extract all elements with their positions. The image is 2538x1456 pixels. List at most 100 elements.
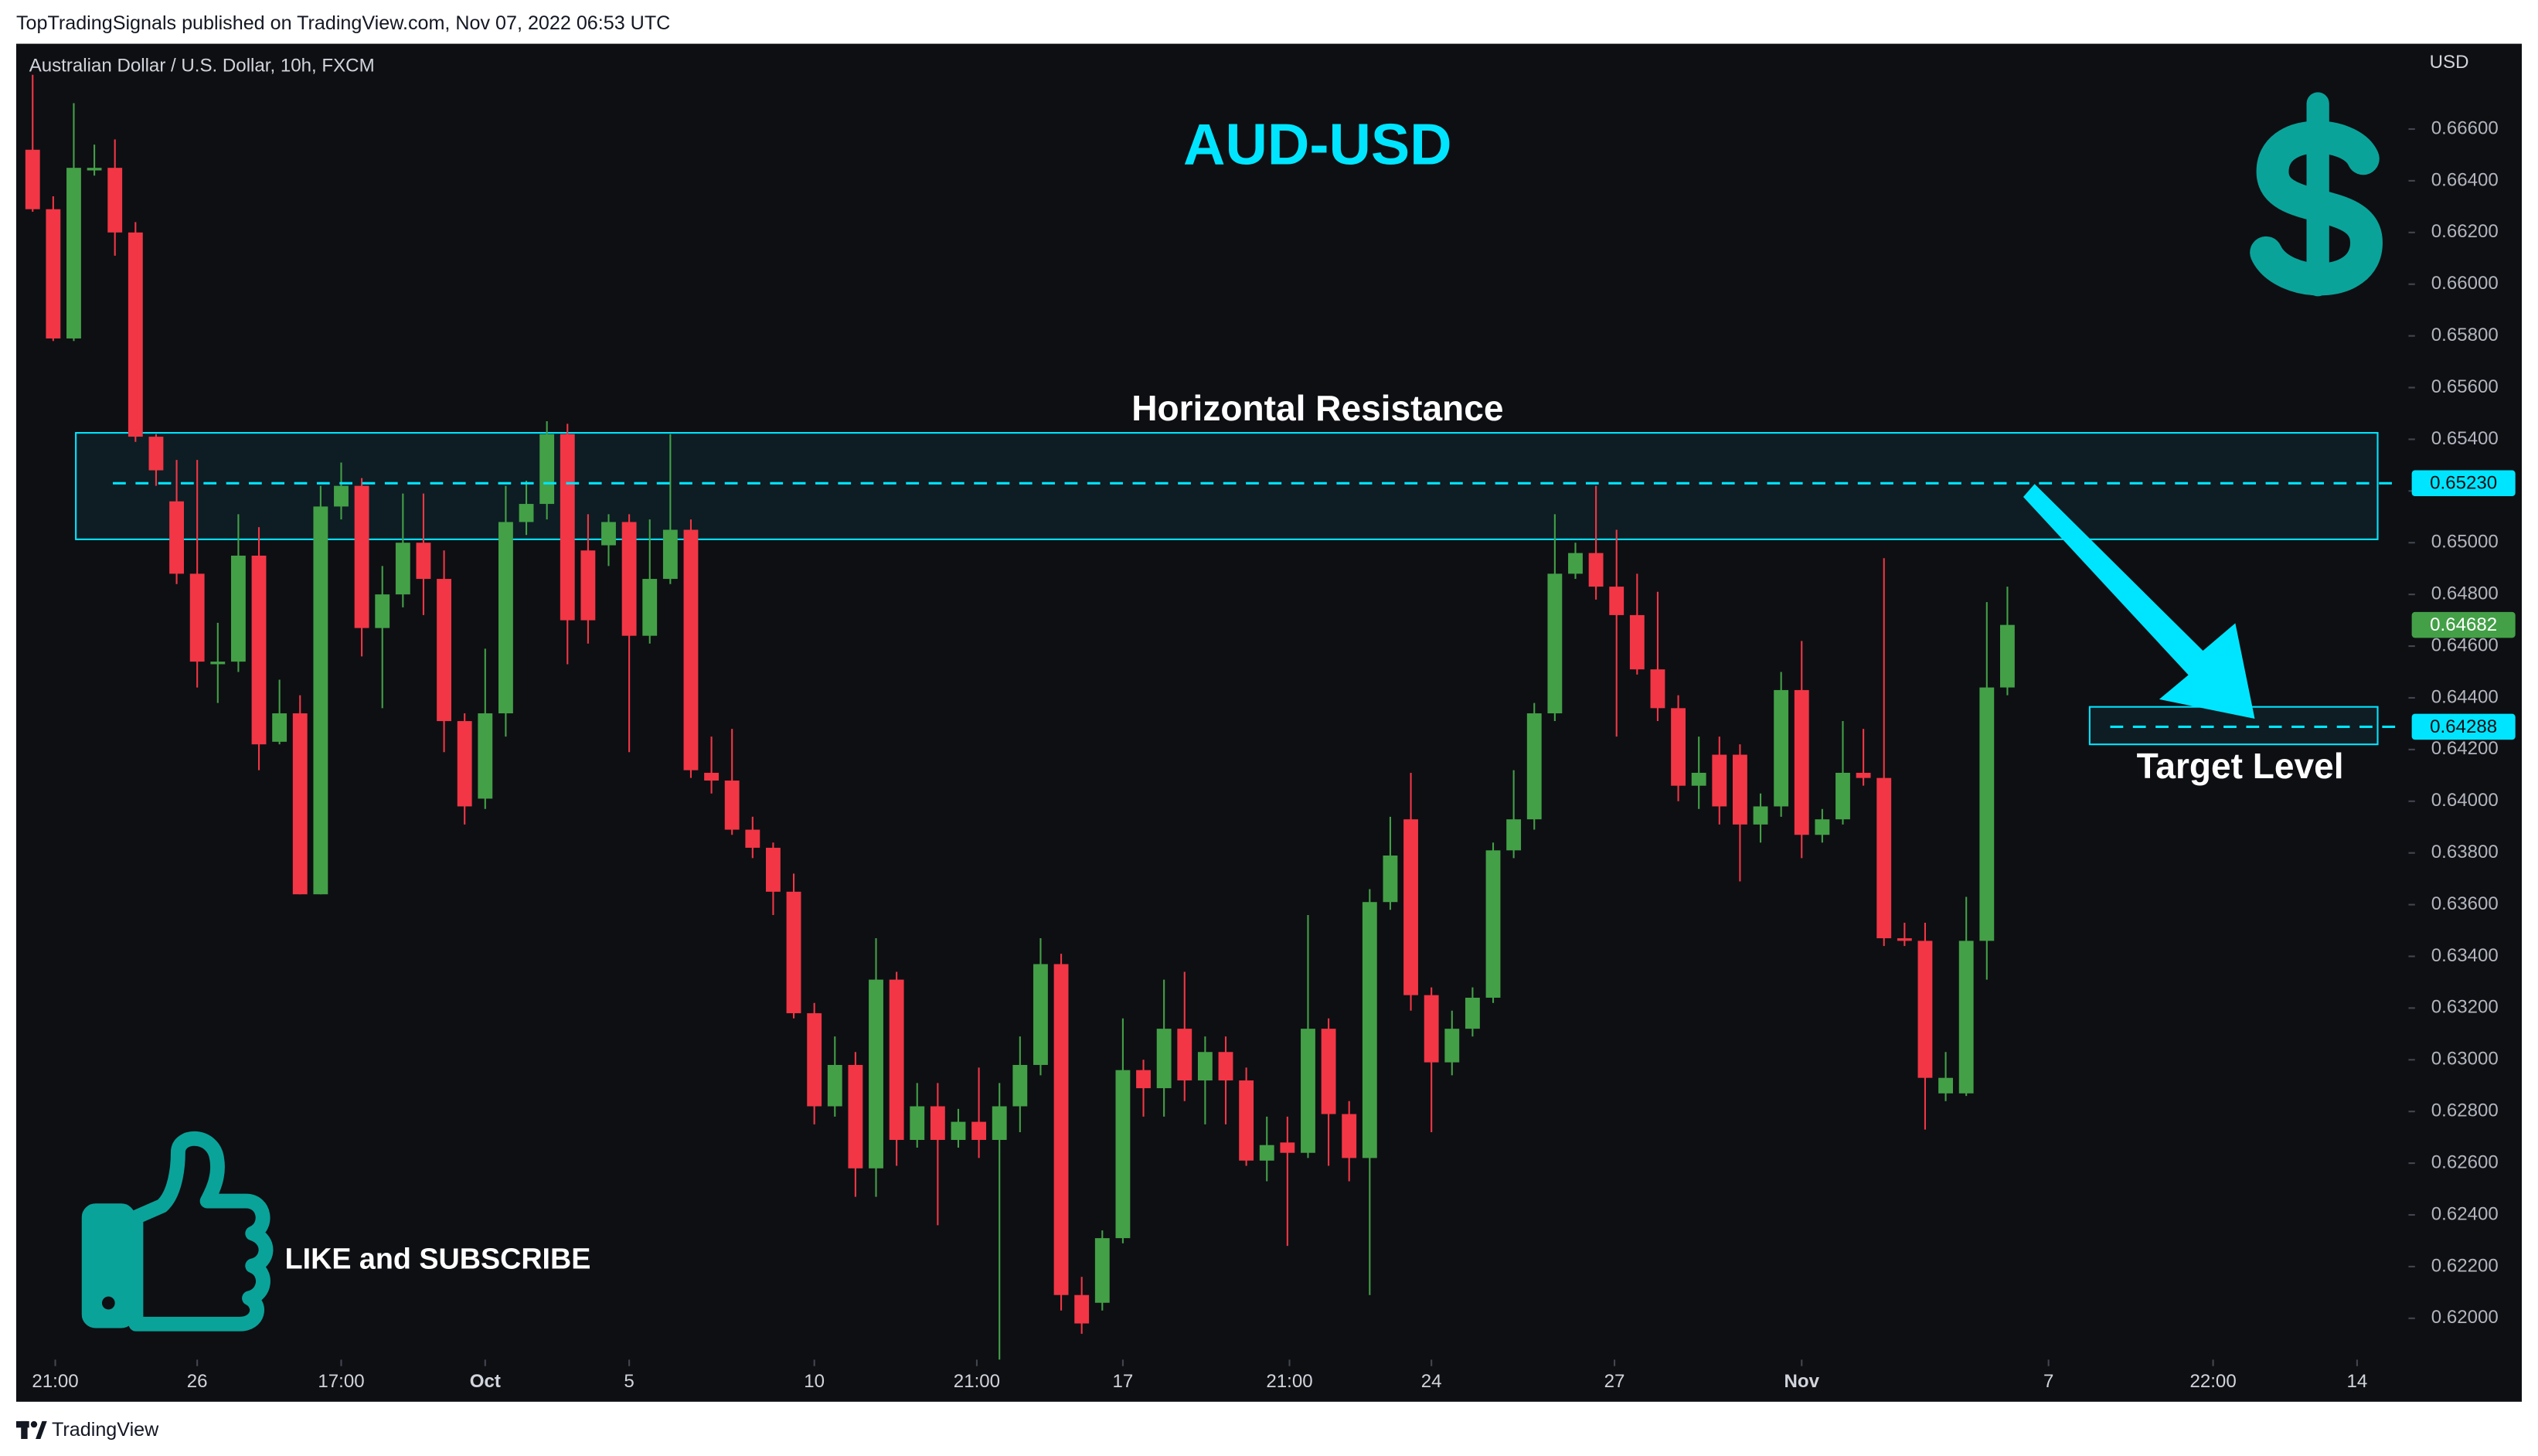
candle-body	[1115, 1070, 1131, 1239]
x-tick-label: 24	[1421, 1371, 1442, 1392]
y-tick-label: 0.66400	[2431, 169, 2499, 190]
y-tick-label: 0.63000	[2431, 1049, 2499, 1070]
target-price-label: 0.64288	[2430, 716, 2497, 737]
candle-body	[971, 1121, 987, 1140]
candle-body	[601, 522, 616, 546]
candle-body	[786, 891, 801, 1014]
candle-body	[46, 209, 61, 338]
candle-body	[272, 713, 287, 742]
y-tick-label: 0.62400	[2431, 1203, 2499, 1224]
y-tick-label: 0.65800	[2431, 325, 2499, 345]
x-tick-label: 26	[187, 1371, 208, 1392]
candle-body	[1568, 553, 1583, 574]
y-tick-label: 0.65000	[2431, 532, 2499, 553]
candle-body	[1177, 1029, 1192, 1081]
chart-panel	[15, 43, 2523, 1402]
x-tick-label: 5	[624, 1371, 634, 1392]
candle-body	[1033, 964, 1048, 1065]
thumbs-up-icon	[81, 1131, 274, 1332]
candle-body	[478, 713, 493, 799]
x-tick-label: 7	[2043, 1371, 2053, 1392]
candle-body	[1444, 1029, 1460, 1063]
candle-body	[1136, 1070, 1151, 1089]
candle-body	[416, 543, 431, 580]
candle-body	[1938, 1077, 1954, 1094]
x-tick-label: Oct	[470, 1371, 501, 1392]
thumbs-up-dot	[101, 1296, 115, 1310]
candle-body	[1156, 1029, 1172, 1089]
candle-body	[1424, 995, 1439, 1063]
candle-body	[1280, 1142, 1295, 1153]
y-tick-label: 0.62800	[2431, 1101, 2499, 1121]
candle-body	[107, 168, 123, 233]
resistance-price-tag	[2411, 470, 2516, 497]
y-tick-label: 0.65600	[2431, 376, 2499, 397]
candle-body	[66, 168, 81, 338]
candle-body	[1753, 806, 1768, 825]
target-label: Target Level	[2137, 746, 2344, 786]
y-tick-label: 0.62000	[2431, 1307, 2499, 1328]
candle-body	[1383, 856, 1398, 903]
candle-body	[848, 1064, 863, 1169]
candle-body	[1712, 754, 1727, 807]
candle-body	[1856, 772, 1871, 778]
y-tick-label: 0.65400	[2431, 428, 2499, 449]
candle-body	[1218, 1052, 1233, 1081]
candle-body	[1588, 553, 1604, 587]
x-tick-label: 21:00	[32, 1371, 78, 1392]
candle-body	[1526, 713, 1542, 820]
candle-body	[1342, 1114, 1357, 1158]
candle-body	[1094, 1238, 1110, 1303]
currency-label: USD	[2430, 52, 2469, 73]
candle-body	[1897, 938, 1912, 941]
y-tick-label: 0.66600	[2431, 117, 2499, 138]
candle-body	[1979, 687, 1995, 941]
candle-body	[457, 721, 472, 807]
resistance-label: Horizontal Resistance	[1131, 388, 1503, 428]
candle-body	[1794, 689, 1809, 835]
last-price-label: 0.64682	[2430, 614, 2497, 635]
y-tick-label: 0.66200	[2431, 221, 2499, 242]
candle-body	[1485, 850, 1501, 998]
candle-body	[251, 555, 267, 745]
candle-body	[1917, 941, 1933, 1078]
candle-body	[1629, 614, 1645, 670]
candle-body	[560, 434, 575, 621]
candle-body	[621, 522, 637, 636]
candle-body	[1012, 1064, 1028, 1107]
x-tick-label: 10	[804, 1371, 825, 1392]
candle-body	[992, 1106, 1007, 1140]
candle-body	[437, 579, 451, 722]
candle-body	[1671, 708, 1686, 786]
candle-body	[910, 1106, 925, 1140]
candle-body	[1876, 777, 1892, 939]
candle-body	[313, 506, 328, 895]
candle-body	[2000, 624, 2015, 688]
candle-body	[1547, 573, 1563, 714]
target-arrow	[2023, 484, 2255, 719]
candle-body	[25, 149, 40, 209]
dollar-icon	[2250, 92, 2383, 297]
candle-body	[1465, 997, 1480, 1029]
candle-body	[1958, 941, 1974, 1094]
candle-body	[1259, 1145, 1274, 1161]
candle-body	[724, 780, 740, 830]
candle-body	[1301, 1029, 1315, 1153]
candle-body	[292, 713, 308, 895]
candle-body	[1506, 819, 1522, 851]
chart-title: AUD-USD	[1183, 112, 1452, 177]
y-tick-label: 0.66000	[2431, 273, 2499, 294]
candle-body	[1362, 902, 1377, 1158]
y-tick-label: 0.63800	[2431, 842, 2499, 862]
candle-body	[827, 1064, 842, 1107]
y-tick-label: 0.62200	[2431, 1255, 2499, 1276]
y-tick-label: 0.64800	[2431, 583, 2499, 604]
candle-body	[210, 662, 226, 665]
candle-body	[334, 485, 349, 507]
candle-body	[1609, 587, 1625, 615]
candle-body	[189, 573, 205, 662]
resistance-price-label: 0.65230	[2430, 473, 2497, 494]
y-tick-label: 0.62600	[2431, 1152, 2499, 1172]
candle-body	[642, 579, 658, 636]
